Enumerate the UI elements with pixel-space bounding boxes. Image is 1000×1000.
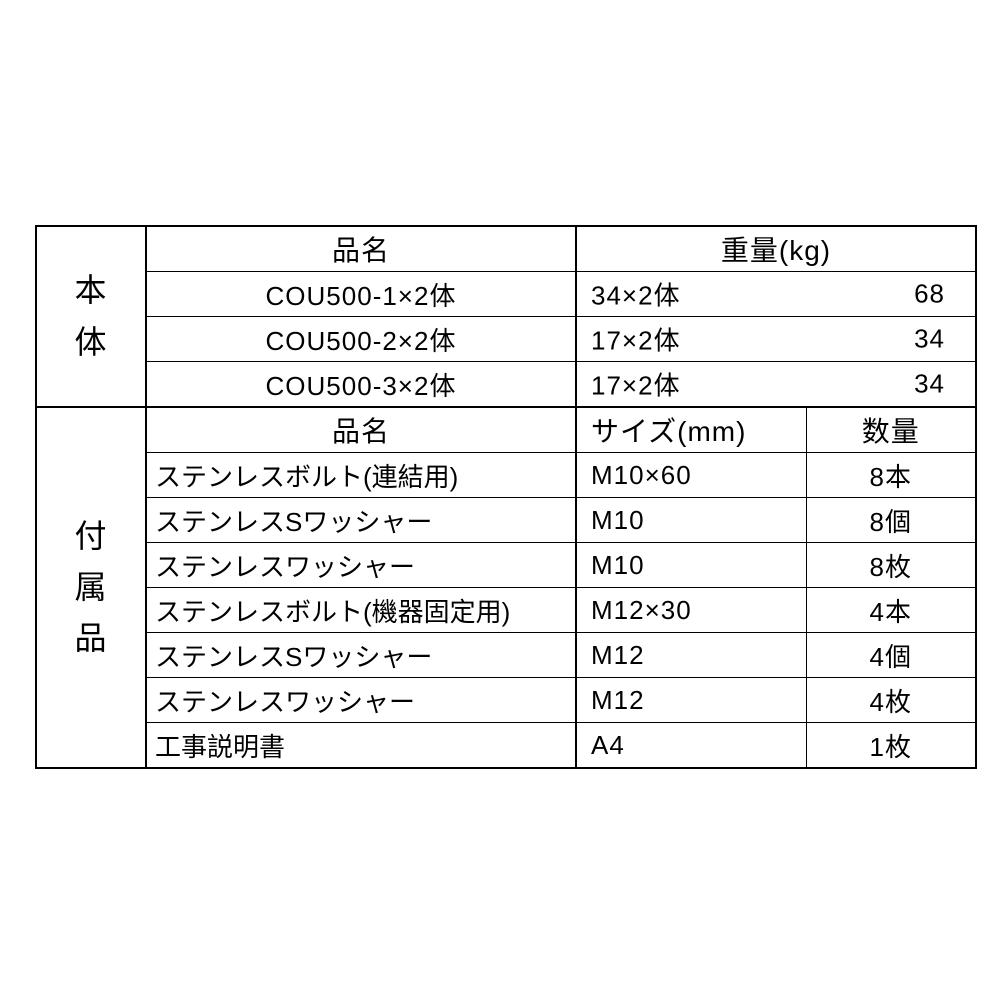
table-row: COU500-2×2体 17×2体 34 [36,317,976,362]
acc-name: ステンレスボルト(機器固定用) [146,588,576,633]
header-name: 品名 [146,407,576,453]
acc-qty: 1枚 [806,723,976,769]
section-label-accessories: 付 属 品 [36,407,146,768]
acc-qty: 8本 [806,453,976,498]
acc-size: M10 [576,543,806,588]
acc-size: M12×30 [576,588,806,633]
acc-name: ステンレスSワッシャー [146,498,576,543]
acc-name: ステンレスワッシャー [146,543,576,588]
acc-qty: 8枚 [806,543,976,588]
acc-size: M12 [576,678,806,723]
header-name: 品名 [146,226,576,272]
table-row: COU500-1×2体 34×2体 68 [36,272,976,317]
table-row: ステンレスボルト(機器固定用) M12×30 4本 [36,588,976,633]
acc-qty: 8個 [806,498,976,543]
acc-name: ステンレスボルト(連結用) [146,453,576,498]
header-size: サイズ(mm) [576,407,806,453]
table-row: 付 属 品 品名 サイズ(mm) 数量 [36,407,976,453]
acc-size: M10×60 [576,453,806,498]
table-row: ステンレスSワッシャー M10 8個 [36,498,976,543]
acc-qty: 4枚 [806,678,976,723]
table-row: COU500-3×2体 17×2体 34 [36,362,976,408]
table-row: ステンレスワッシャー M12 4枚 [36,678,976,723]
spec-table-wrapper: 本 体 品名 重量(kg) COU500-1×2体 34×2体 68 COU50… [35,225,975,769]
body-weight: 34×2体 68 [576,272,976,317]
header-qty: 数量 [806,407,976,453]
body-weight: 17×2体 34 [576,362,976,408]
acc-qty: 4本 [806,588,976,633]
acc-name: 工事説明書 [146,723,576,769]
table-row: 本 体 品名 重量(kg) [36,226,976,272]
table-row: ステンレスワッシャー M10 8枚 [36,543,976,588]
acc-qty: 4個 [806,633,976,678]
body-name: COU500-2×2体 [146,317,576,362]
body-weight: 17×2体 34 [576,317,976,362]
acc-name: ステンレスワッシャー [146,678,576,723]
acc-name: ステンレスSワッシャー [146,633,576,678]
table-row: 工事説明書 A4 1枚 [36,723,976,769]
header-weight: 重量(kg) [576,226,976,272]
acc-size: M10 [576,498,806,543]
acc-size: M12 [576,633,806,678]
table-row: ステンレスボルト(連結用) M10×60 8本 [36,453,976,498]
acc-size: A4 [576,723,806,769]
body-name: COU500-3×2体 [146,362,576,408]
table-row: ステンレスSワッシャー M12 4個 [36,633,976,678]
body-name: COU500-1×2体 [146,272,576,317]
section-label-body: 本 体 [36,226,146,407]
spec-table: 本 体 品名 重量(kg) COU500-1×2体 34×2体 68 COU50… [35,225,977,769]
